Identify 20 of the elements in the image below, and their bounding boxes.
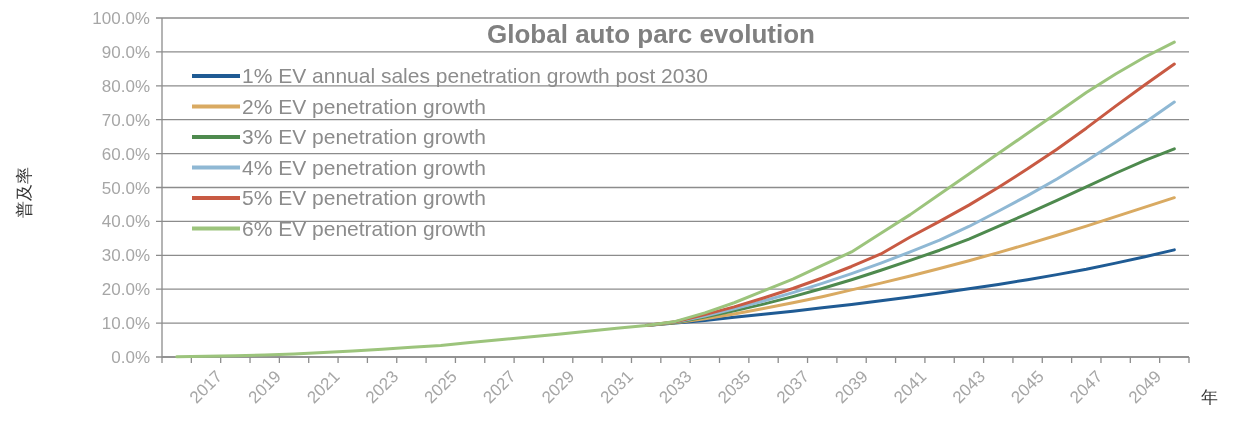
y-tick-label: 30.0% — [101, 246, 150, 266]
legend-label: 3% EV penetration growth — [242, 125, 486, 148]
y-tick-label: 100.0% — [92, 9, 150, 28]
y-tick-label: 10.0% — [101, 314, 150, 334]
y-tick-label: 0.0% — [111, 348, 150, 367]
y-tick-label: 90.0% — [101, 42, 150, 62]
y-tick-label: 70.0% — [101, 110, 150, 130]
legend-label: 1% EV annual sales penetration growth post 2030 — [242, 64, 708, 87]
y-tick-label: 80.0% — [101, 76, 150, 96]
y-tick-label: 60.0% — [101, 144, 150, 164]
legend-label: 4% EV penetration growth — [242, 155, 486, 179]
legend-label: 2% EV penetration growth — [242, 94, 486, 118]
chart-title: Global auto parc evolution — [487, 19, 815, 49]
legend-label: 5% EV penetration growth — [242, 186, 486, 209]
y-axis-title: 普及率 — [14, 167, 34, 218]
legend-label: 6% EV penetration growth — [242, 216, 486, 240]
y-tick-label: 50.0% — [101, 178, 150, 198]
x-axis-title: 年 — [1201, 387, 1218, 407]
y-tick-label: 40.0% — [101, 212, 150, 232]
y-tick-label: 20.0% — [101, 280, 150, 300]
